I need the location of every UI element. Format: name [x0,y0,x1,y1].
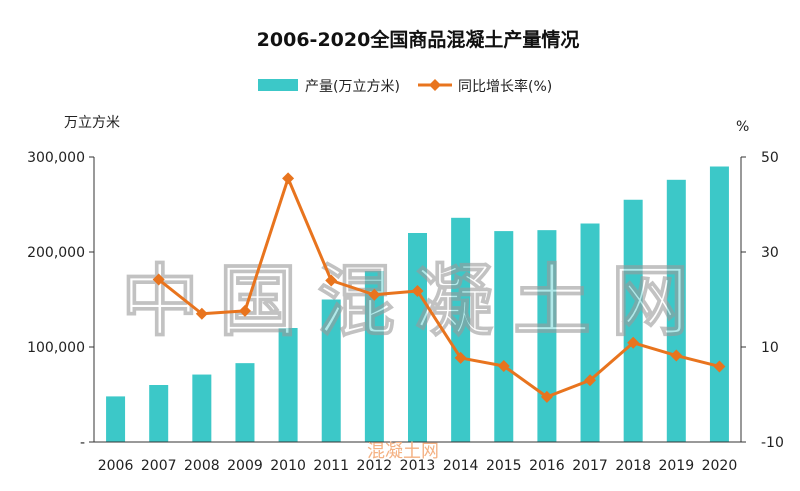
growth-marker-2020 [713,360,726,373]
x-tick-label-2020: 2020 [702,458,738,474]
x-tick-label-2009: 2009 [227,458,263,474]
bar-2011 [321,299,341,442]
axes [93,157,742,443]
bar-series-production [106,166,729,443]
right-tick-label: 30 [761,245,779,261]
growth-marker-2011 [325,274,338,287]
left-tick-label: 100,000 [27,340,85,356]
bar-2008 [192,374,212,442]
x-tick-label-2006: 2006 [98,458,134,474]
legend: 产量(万立方米) 同比增长率(%) [258,78,552,95]
left-tick-label: 200,000 [27,245,85,261]
growth-marker-2012 [368,288,381,301]
line-series-growth [152,172,726,403]
left-tick-label: - [80,435,85,451]
x-tick-label-2018: 2018 [615,458,651,474]
right-tick-label: -10 [761,435,784,451]
x-tick-label-2008: 2008 [184,458,220,474]
x-tick-label-2011: 2011 [313,458,349,474]
bar-2007 [149,385,169,442]
x-tick-label-2015: 2015 [486,458,522,474]
bar-2018 [623,199,643,442]
legend-label-growth: 同比增长率(%) [458,78,552,95]
growth-marker-2015 [497,360,510,372]
chart-title: 2006-2020全国商品混凝土产量情况 [257,28,580,51]
bar-2013 [408,233,427,442]
x-tick-label-2016: 2016 [529,458,565,474]
growth-marker-2017 [584,374,597,387]
x-tick-label-2014: 2014 [443,458,479,474]
x-tick-label-2010: 2010 [270,458,306,474]
right-tick-label: 10 [761,340,779,356]
x-axis-ticks: 2006 2007 2008 2009 2010 2011 2012 2013 2014 2015… [98,458,738,474]
bar-2020 [709,166,729,442]
watermark-small: 混凝土网 [367,441,439,462]
right-axis-unit: % [736,119,749,135]
right-axis-ticks: -10 10 30 50 [741,150,784,451]
x-tick-label-2017: 2017 [572,458,608,474]
growth-marker-2014 [454,351,467,364]
x-tick-label-2012: 2012 [357,458,393,474]
bar-2015 [494,231,514,442]
growth-line [157,176,720,399]
legend-marker-growth [429,79,441,91]
bar-2017 [580,223,600,442]
right-tick-label: 50 [761,150,779,166]
growth-marker-2019 [670,349,683,362]
growth-marker-2018 [627,336,640,349]
growth-marker-2008 [195,307,208,320]
bar-2010 [278,328,298,442]
left-tick-label: 300,000 [27,150,85,166]
x-tick-label-2013: 2013 [400,458,436,474]
growth-marker-2010 [282,172,295,185]
x-tick-label-2007: 2007 [141,458,177,474]
bar-2014 [451,217,471,442]
bar-2009 [235,363,255,442]
growth-marker-2009 [238,304,251,317]
left-axis-unit: 万立方米 [64,115,120,131]
growth-marker-2016 [540,390,553,403]
legend-label-production: 产量(万立方米) [305,79,400,95]
left-axis-ticks: - 100,000 200,000 300,000 [27,150,94,451]
bar-2019 [666,179,686,443]
growth-marker-2013 [411,284,424,297]
legend-swatch-production [258,79,298,91]
bar-2012 [364,271,384,442]
x-tick-label-2019: 2019 [658,458,694,474]
watermark-logo: 中国混凝土网 [121,257,709,347]
growth-marker-2007 [152,273,165,286]
bar-2006 [106,396,126,442]
bar-2016 [537,230,557,442]
